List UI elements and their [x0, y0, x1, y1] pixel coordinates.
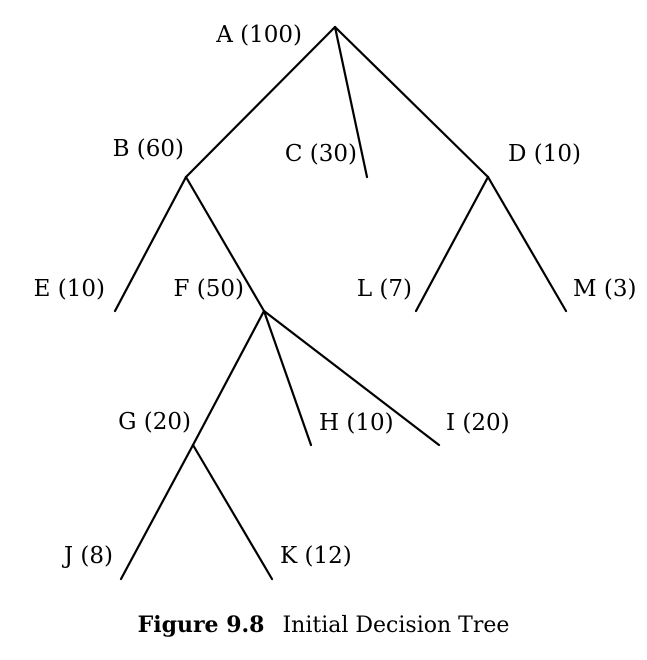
node-label-G: G (20): [118, 409, 191, 435]
edge-D-M: [486, 175, 568, 313]
edge-F-G: [191, 309, 266, 447]
edge-A-B: [184, 25, 337, 179]
node-label-F: F (50): [174, 276, 244, 302]
edge-G-K: [191, 443, 274, 581]
node-label-L: L (7): [357, 276, 412, 302]
edge-B-E: [113, 175, 188, 313]
node-label-D: D (10): [508, 141, 581, 167]
node-label-K: K (12): [280, 543, 352, 569]
figure-number: Figure 9.8: [137, 612, 265, 638]
figure-title: Initial Decision Tree: [282, 613, 510, 638]
node-label-A: A (100): [215, 22, 302, 48]
edge-A-D: [333, 25, 490, 179]
edge-A-C: [333, 25, 369, 179]
node-label-B: B (60): [113, 136, 184, 162]
tree-edges: [113, 25, 568, 581]
figure-caption: Figure 9.8 Initial Decision Tree: [0, 612, 647, 638]
edge-D-L: [414, 175, 490, 313]
node-label-H: H (10): [319, 410, 394, 436]
edge-G-J: [119, 443, 195, 581]
node-label-C: C (30): [285, 141, 357, 167]
tree-node-labels: A (100) B (60) C (30) D (10) E (10) F (50) L (…: [34, 22, 637, 569]
edge-B-F: [184, 175, 266, 313]
edge-F-H: [262, 309, 313, 447]
node-label-E: E (10): [34, 276, 105, 302]
node-label-I: I (20): [446, 410, 510, 436]
node-label-J: J (8): [62, 543, 113, 569]
edge-F-I: [262, 309, 441, 447]
node-label-M: M (3): [573, 276, 636, 302]
